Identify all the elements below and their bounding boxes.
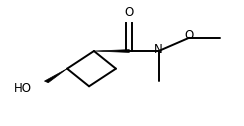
Polygon shape: [44, 69, 67, 83]
Polygon shape: [94, 50, 129, 52]
Text: HO: HO: [14, 82, 32, 95]
Text: O: O: [184, 29, 194, 42]
Text: O: O: [125, 6, 134, 19]
Text: N: N: [154, 43, 163, 56]
